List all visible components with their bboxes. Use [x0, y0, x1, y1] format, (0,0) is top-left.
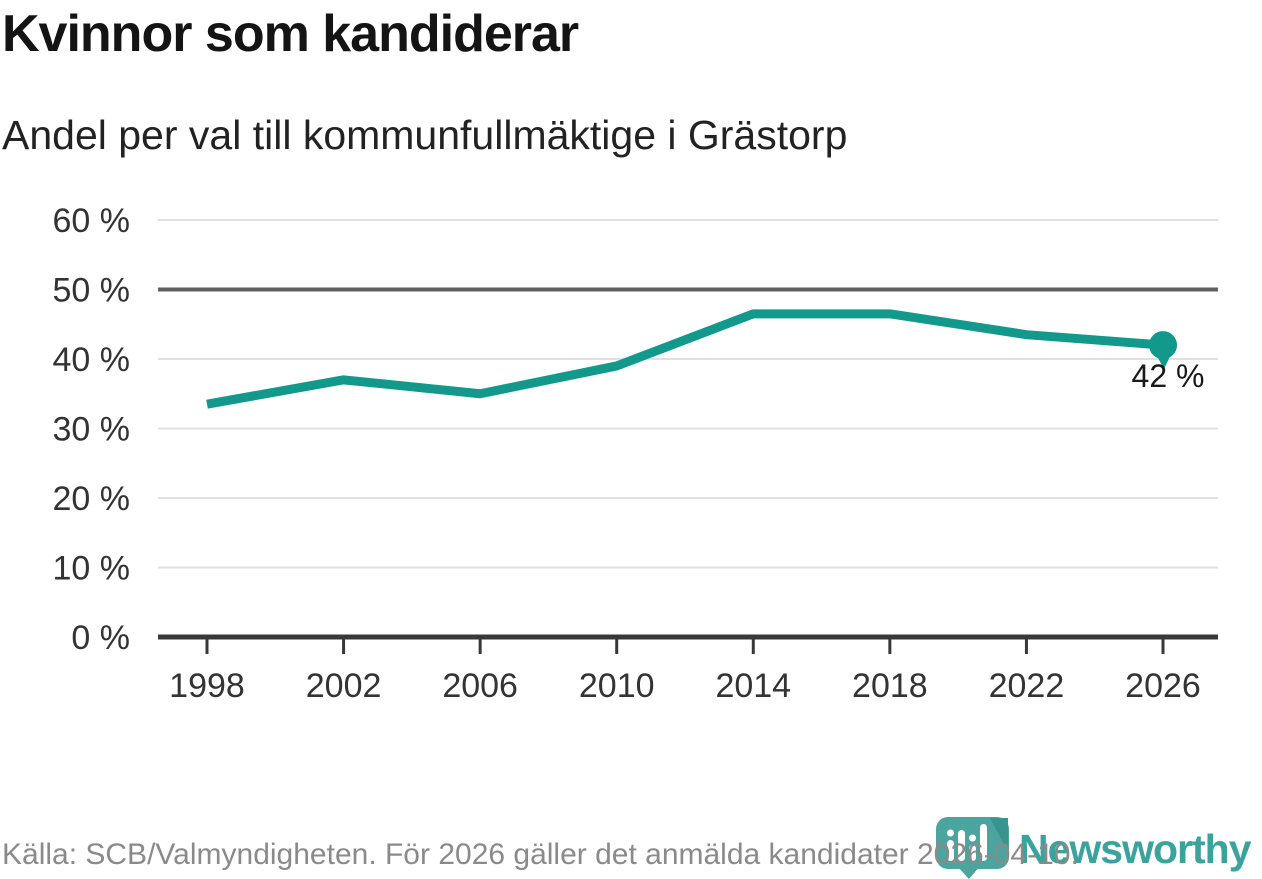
x-axis-tick-label: 2022	[989, 667, 1065, 705]
y-axis-tick-label: 60 %	[53, 202, 131, 240]
chart-title: Kvinnor som kandiderar	[2, 5, 579, 63]
x-axis-tick-label: 2014	[715, 667, 791, 705]
y-axis-tick-label: 50 %	[53, 272, 131, 310]
end-value-label: 42 %	[1132, 358, 1205, 394]
brand-name: Newsworthy	[1019, 826, 1251, 872]
y-axis-tick-label: 40 %	[53, 341, 131, 379]
y-axis-tick-label: 30 %	[53, 411, 131, 449]
x-axis-tick-label: 2018	[852, 667, 928, 705]
chart-subtitle: Andel per val till kommunfullmäktige i G…	[2, 112, 848, 158]
y-axis-tick-label: 10 %	[53, 550, 131, 588]
data-line	[206, 309, 1164, 409]
x-axis-tick-label: 2010	[579, 667, 655, 705]
x-axis-tick-label: 2002	[306, 667, 382, 705]
y-axis-tick-label: 0 %	[71, 619, 130, 657]
source-note: Källa: SCB/Valmyndigheten. För 2026 gäll…	[2, 838, 1079, 871]
end-marker-dot	[1149, 331, 1177, 360]
x-axis-tick-label: 1998	[169, 667, 245, 705]
y-axis-tick-label: 20 %	[53, 480, 131, 518]
x-axis-tick-label: 2006	[442, 667, 518, 705]
x-axis-tick-label: 2026	[1125, 667, 1201, 705]
